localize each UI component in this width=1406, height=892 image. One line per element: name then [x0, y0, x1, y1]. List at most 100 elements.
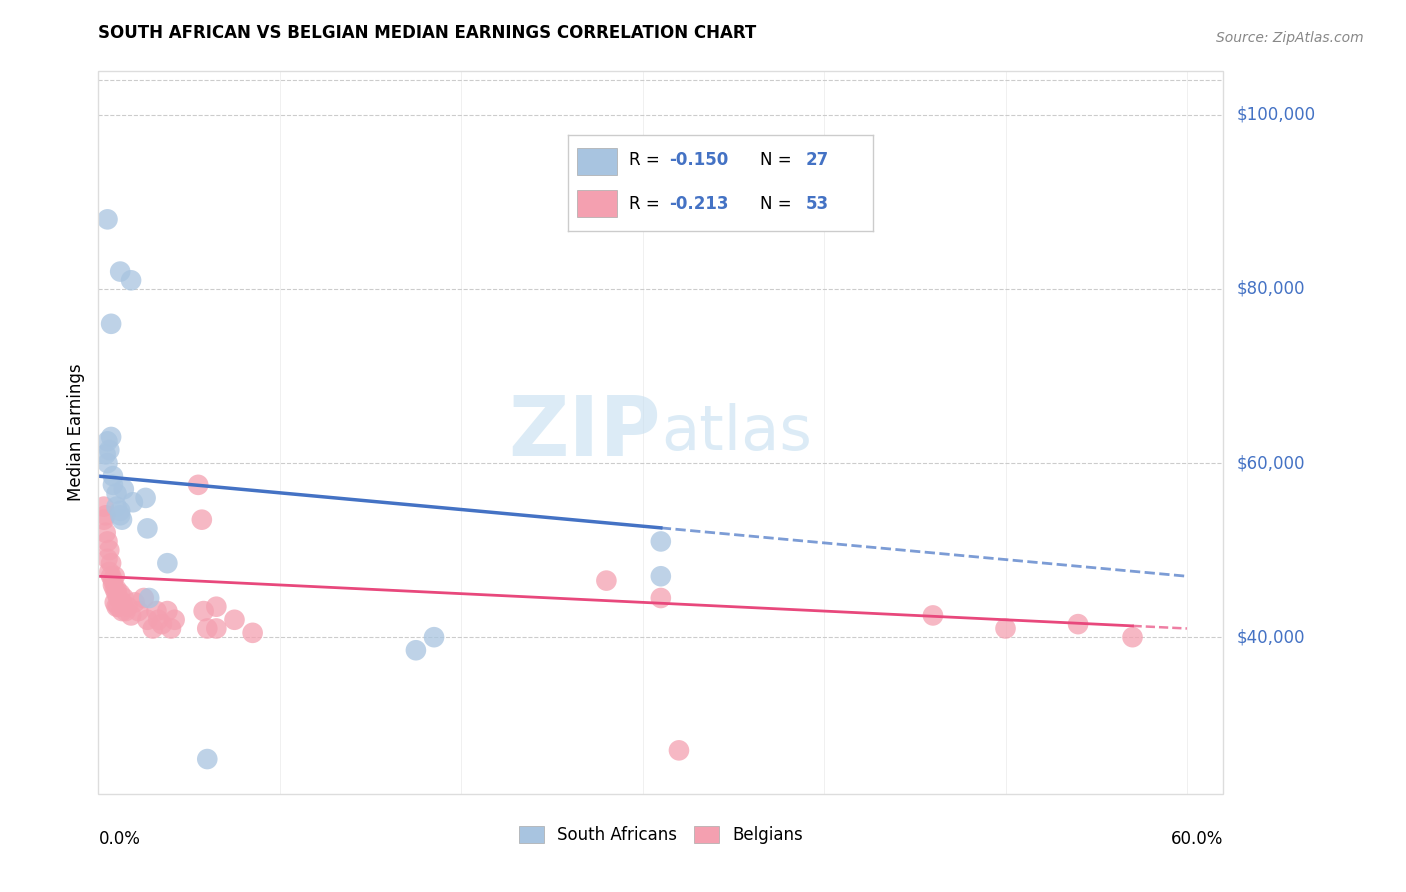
FancyBboxPatch shape: [578, 148, 617, 175]
Point: [94, 447, 117, 461]
Point: [650, 569, 672, 583]
Point: [156, 556, 179, 570]
Point: [1067, 617, 1090, 632]
Point: [111, 595, 134, 609]
Point: [922, 608, 945, 623]
Point: [193, 604, 215, 618]
Text: Source: ZipAtlas.com: Source: ZipAtlas.com: [1216, 31, 1364, 45]
Point: [127, 604, 149, 618]
Point: [112, 482, 135, 496]
Point: [100, 317, 122, 331]
Point: [96, 552, 118, 566]
Point: [111, 604, 134, 618]
Point: [101, 578, 124, 592]
Point: [100, 569, 122, 583]
Point: [105, 599, 128, 614]
Point: [100, 430, 122, 444]
Text: $60,000: $60,000: [1237, 454, 1306, 472]
Point: [595, 574, 617, 588]
Point: [117, 599, 139, 614]
Point: [1121, 630, 1143, 644]
Point: [122, 495, 145, 509]
Point: [405, 643, 427, 657]
Point: [191, 513, 214, 527]
Text: ZIP: ZIP: [509, 392, 661, 473]
Text: $80,000: $80,000: [1237, 280, 1306, 298]
Point: [112, 591, 135, 605]
Point: [148, 613, 170, 627]
Point: [108, 587, 131, 601]
Point: [108, 508, 131, 523]
Point: [242, 625, 264, 640]
Y-axis label: Median Earnings: Median Earnings: [66, 364, 84, 501]
Text: N =: N =: [761, 194, 797, 213]
Point: [100, 556, 122, 570]
Point: [98, 543, 121, 558]
Point: [135, 491, 157, 505]
Point: [132, 591, 155, 605]
Point: [145, 604, 167, 618]
Point: [120, 608, 142, 623]
Text: SOUTH AFRICAN VS BELGIAN MEDIAN EARNINGS CORRELATION CHART: SOUTH AFRICAN VS BELGIAN MEDIAN EARNINGS…: [98, 24, 756, 43]
Point: [94, 525, 117, 540]
Bar: [98, 71, 1223, 794]
FancyBboxPatch shape: [578, 190, 617, 218]
Point: [668, 743, 690, 757]
Point: [120, 273, 142, 287]
Text: R =: R =: [628, 194, 665, 213]
Text: 60.0%: 60.0%: [1171, 830, 1223, 848]
Point: [105, 587, 128, 601]
Point: [105, 500, 128, 514]
Point: [101, 478, 124, 492]
Point: [195, 622, 218, 636]
Text: $40,000: $40,000: [1237, 628, 1306, 646]
Point: [224, 613, 246, 627]
Text: N =: N =: [761, 151, 797, 169]
Point: [94, 508, 117, 523]
Text: -0.213: -0.213: [669, 194, 728, 213]
Point: [96, 434, 118, 449]
Point: [187, 478, 209, 492]
Point: [105, 486, 128, 500]
Point: [195, 752, 218, 766]
Point: [124, 595, 146, 609]
Point: [108, 504, 131, 518]
Point: [105, 582, 128, 597]
Point: [98, 443, 121, 458]
Text: $100,000: $100,000: [1237, 106, 1316, 124]
Point: [142, 622, 165, 636]
Point: [160, 622, 183, 636]
Text: 53: 53: [806, 194, 830, 213]
Legend: South Africans, Belgians: South Africans, Belgians: [512, 819, 810, 851]
Point: [650, 534, 672, 549]
Point: [107, 599, 129, 614]
Point: [150, 617, 173, 632]
Point: [93, 513, 115, 527]
Point: [108, 264, 131, 278]
Point: [650, 591, 672, 605]
Point: [994, 622, 1017, 636]
Point: [114, 604, 136, 618]
Point: [98, 565, 121, 579]
Point: [111, 513, 134, 527]
Point: [104, 595, 127, 609]
Point: [96, 456, 118, 470]
Text: R =: R =: [628, 151, 665, 169]
Point: [423, 630, 446, 644]
Point: [101, 469, 124, 483]
Point: [96, 534, 118, 549]
Text: 0.0%: 0.0%: [98, 830, 141, 848]
Text: atlas: atlas: [661, 402, 811, 463]
Point: [205, 599, 228, 614]
Point: [107, 591, 129, 605]
Text: -0.150: -0.150: [669, 151, 728, 169]
Point: [205, 622, 228, 636]
Point: [138, 591, 160, 605]
Point: [163, 613, 186, 627]
Text: 27: 27: [806, 151, 830, 169]
Point: [136, 613, 159, 627]
Point: [93, 500, 115, 514]
Point: [96, 212, 118, 227]
Point: [136, 521, 159, 535]
Point: [104, 582, 127, 597]
